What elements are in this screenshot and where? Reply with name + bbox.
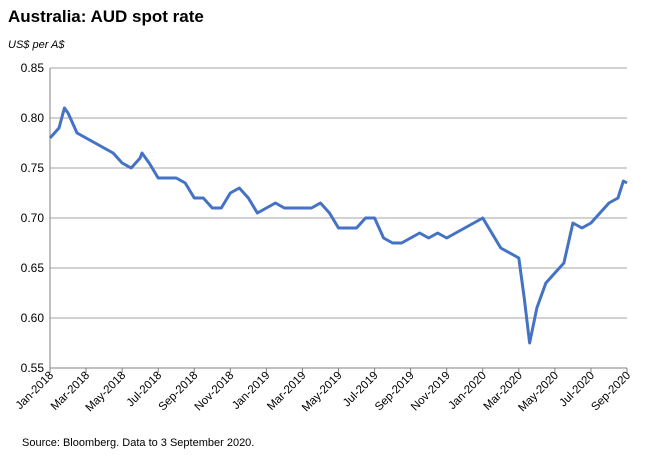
y-tick-label: 0.80 (21, 111, 45, 125)
y-tick-label: 0.75 (21, 161, 45, 175)
x-tick-label: Sep-2020 (589, 370, 633, 414)
x-tick-label: Nov-2018 (193, 370, 237, 414)
source-note: Source: Bloomberg. Data to 3 September 2… (22, 437, 254, 449)
y-tick-label: 0.65 (21, 261, 45, 275)
chart-subtitle: US$ per A$ (8, 39, 65, 51)
y-tick-label: 0.85 (21, 61, 45, 75)
data-line (48, 106, 628, 345)
y-tick-label: 0.60 (21, 311, 45, 325)
y-tick-label: 0.55 (21, 361, 45, 375)
chart-title: Australia: AUD spot rate (8, 7, 204, 26)
x-tick-label: Nov-2019 (409, 370, 453, 414)
y-tick-label: 0.70 (21, 211, 45, 225)
